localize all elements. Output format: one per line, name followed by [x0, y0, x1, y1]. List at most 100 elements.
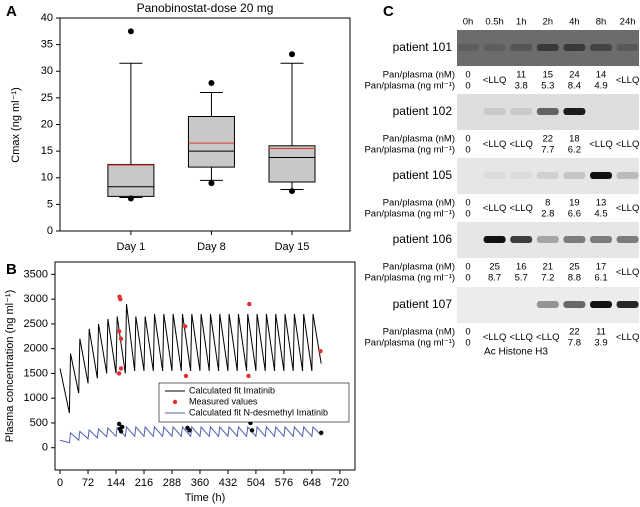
cell-value: 15 — [543, 70, 554, 81]
data-point — [249, 428, 255, 433]
y-tick-label: 10 — [41, 172, 53, 184]
y-axis-label: Cmax (ng ml⁻¹) — [10, 87, 22, 162]
cell-value: 22 — [543, 134, 554, 145]
timepoint-label: 24h — [620, 17, 636, 28]
y-tick-label: 20 — [41, 118, 53, 130]
x-axis-label: Time (h) — [185, 492, 226, 504]
blot-band — [563, 108, 586, 115]
blot-band — [536, 108, 559, 115]
box — [107, 163, 155, 197]
y-tick-label: 25 — [41, 92, 53, 104]
cell-value: <LLQ — [589, 139, 613, 150]
row-label: Pan/plasma (ng ml⁻¹) — [364, 81, 455, 92]
cell-value: 8 — [545, 198, 550, 209]
outlier — [289, 188, 295, 195]
timepoint-label: 0.5h — [485, 17, 504, 28]
timepoint-label: 2h — [543, 17, 554, 28]
outlier — [208, 180, 215, 187]
y-tick-label: 5 — [47, 198, 53, 210]
cell-value: 0 — [465, 209, 470, 220]
y-tick-label: 0 — [47, 225, 53, 237]
row-label: Pan/plasma (ng ml⁻¹) — [364, 145, 455, 156]
cell-value: 13 — [596, 198, 607, 209]
y-tick-label: 30 — [41, 65, 53, 77]
x-tick-label: 576 — [275, 477, 293, 489]
cell-value: 8.4 — [568, 81, 581, 92]
panel-label: C — [383, 3, 394, 20]
cell-value: 18 — [569, 134, 580, 145]
y-tick-label: 3500 — [24, 268, 48, 280]
data-point — [246, 373, 251, 379]
blot-band — [536, 172, 559, 179]
blot-band — [590, 172, 612, 179]
patient-label: patient 105 — [393, 168, 453, 182]
timepoint-label: 4h — [569, 17, 580, 28]
x-tick-label: 144 — [107, 477, 125, 489]
series-line — [59, 304, 322, 414]
timepoint-label: 0h — [463, 17, 474, 28]
x-tick-label: Day 15 — [275, 241, 310, 253]
y-tick-label: 500 — [30, 417, 48, 429]
x-tick-label: 360 — [191, 477, 209, 489]
y-tick-label: 1000 — [24, 392, 48, 404]
row-label: Pan/plasma (nM) — [383, 327, 455, 338]
cell-value: 0 — [465, 70, 470, 81]
data-point — [318, 430, 324, 436]
y-tick-label: 35 — [41, 39, 53, 51]
x-tick-label: 72 — [82, 477, 94, 489]
cell-value: <LLQ — [483, 75, 507, 86]
cell-value: 0 — [465, 327, 470, 338]
x-tick-label: 288 — [163, 477, 181, 489]
patient-label: patient 107 — [393, 297, 453, 311]
blot-band — [483, 108, 506, 115]
cell-value: 0 — [465, 145, 470, 156]
x-tick-label: 648 — [303, 477, 321, 489]
data-point — [118, 366, 124, 371]
cell-value: 11 — [596, 327, 606, 338]
x-tick-label: 504 — [247, 477, 265, 489]
legend-box — [158, 382, 350, 423]
blot-band — [483, 236, 506, 243]
cell-value: 0 — [465, 134, 470, 145]
blot-band — [510, 108, 533, 115]
cell-value: 22 — [569, 327, 580, 338]
x-tick-label: 216 — [135, 477, 153, 489]
data-point — [118, 296, 123, 302]
cell-value: 5.3 — [541, 81, 554, 92]
cell-value: <LLQ — [616, 139, 640, 150]
y-tick-label: 15 — [41, 145, 53, 157]
patient-label: patient 102 — [393, 104, 453, 118]
timepoint-label: 1h — [516, 17, 527, 28]
timepoint-label: 8h — [596, 17, 607, 28]
cell-value: <LLQ — [616, 332, 640, 343]
cell-value: 6.6 — [568, 209, 581, 220]
cell-value: 14 — [596, 70, 607, 81]
x-tick-label: Day 8 — [197, 241, 226, 253]
cell-value: 25 — [489, 262, 500, 273]
blot-band — [483, 44, 506, 51]
x-tick-label: 432 — [219, 477, 237, 489]
plot-frame — [54, 261, 356, 471]
data-point — [247, 301, 252, 307]
blot-band — [563, 172, 586, 179]
cell-value: <LLQ — [509, 203, 533, 214]
cell-value: 0 — [465, 262, 470, 273]
blot-band — [590, 301, 612, 308]
data-point — [116, 421, 122, 427]
data-point — [182, 324, 188, 329]
cell-value: <LLQ — [616, 267, 640, 278]
row-label: Pan/plasma (nM) — [383, 70, 455, 81]
box — [187, 116, 235, 168]
cell-value: 21 — [543, 262, 554, 273]
cell-value: 11 — [516, 70, 526, 81]
y-tick-label: 2000 — [24, 343, 48, 355]
cell-value: 7.7 — [541, 145, 554, 156]
cell-value: 0 — [465, 273, 470, 284]
blot-band — [563, 301, 586, 308]
cell-value: <LLQ — [536, 332, 560, 343]
cell-value: 5.7 — [515, 273, 528, 284]
cell-value: 24 — [569, 70, 580, 81]
cell-value: 8.8 — [568, 273, 581, 284]
